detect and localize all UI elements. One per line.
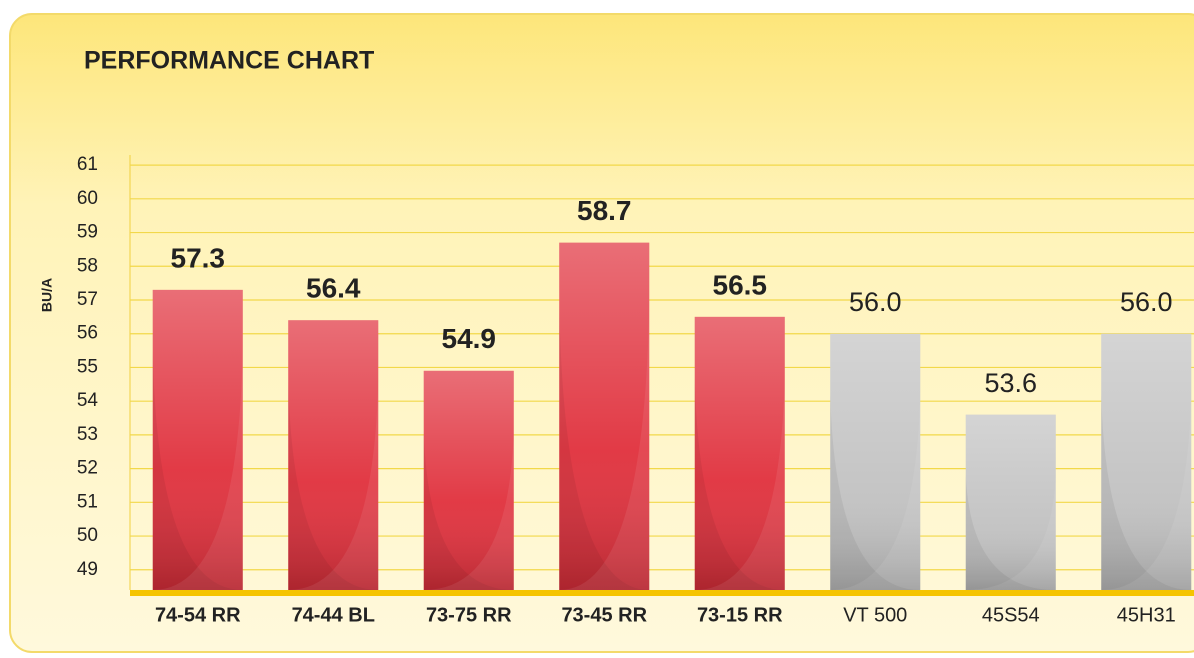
chart-title: PERFORMANCE CHART: [84, 47, 374, 75]
value-label: 54.9: [442, 323, 497, 354]
bar-shine: [152, 349, 243, 590]
x-tick-label: 45H31: [1117, 604, 1176, 626]
y-tick-label: 54: [77, 390, 99, 411]
x-tick-label: 74-54 RR: [155, 604, 241, 626]
bar-shine: [694, 376, 785, 590]
bar-shine: [965, 474, 1056, 590]
bar-shine: [288, 380, 379, 590]
y-tick-label: 58: [77, 255, 98, 276]
y-tick-label: 51: [77, 491, 98, 512]
bar-shine: [152, 349, 243, 590]
bar-shine: [423, 430, 514, 590]
bar-shine: [1101, 333, 1192, 590]
y-tick-label: 59: [77, 222, 98, 243]
bar-shine: [694, 376, 785, 590]
y-tick-label: 50: [77, 525, 98, 546]
bar-shine: [559, 242, 650, 590]
bar-shine: [423, 430, 514, 590]
value-label: 58.7: [577, 195, 632, 226]
x-tick-label: VT 500: [843, 604, 907, 626]
x-tick-label: 73-75 RR: [426, 604, 512, 626]
bar-shine: [288, 380, 379, 590]
bar-shine: [1101, 393, 1192, 590]
x-tick-label: 74-44 BL: [292, 604, 375, 626]
y-tick-label: 60: [77, 188, 98, 209]
bar-shine: [288, 320, 379, 590]
y-tick-label: 55: [77, 356, 98, 377]
bar-shine: [152, 289, 243, 590]
y-axis-label: BU/A: [39, 278, 55, 312]
bar-shine: [559, 302, 650, 590]
bar-shine: [694, 316, 785, 590]
y-tick-label: 56: [77, 323, 98, 344]
x-tick-label: 73-45 RR: [561, 604, 647, 626]
value-label: 53.6: [984, 368, 1037, 398]
y-tick-label: 49: [77, 559, 98, 580]
x-tick-label: 45S54: [982, 604, 1040, 626]
bar-shine: [1101, 393, 1192, 590]
y-tick-label: 52: [77, 458, 98, 479]
bar-shine: [559, 302, 650, 590]
bar-shine: [830, 393, 921, 590]
bar-shine: [965, 474, 1056, 590]
value-label: 56.0: [849, 287, 902, 317]
value-label: 56.4: [306, 273, 361, 304]
y-tick-label: 61: [77, 154, 98, 175]
bar-shine: [423, 370, 514, 590]
bar-shine: [830, 333, 921, 590]
bar-shine: [830, 393, 921, 590]
y-tick-label: 57: [77, 289, 98, 310]
value-label: 56.0: [1120, 287, 1173, 317]
x-tick-label: 73-15 RR: [697, 604, 783, 626]
value-label: 56.5: [713, 269, 768, 300]
bar-shine: [965, 414, 1056, 590]
y-tick-label: 53: [77, 424, 98, 445]
value-label: 57.3: [171, 242, 226, 273]
